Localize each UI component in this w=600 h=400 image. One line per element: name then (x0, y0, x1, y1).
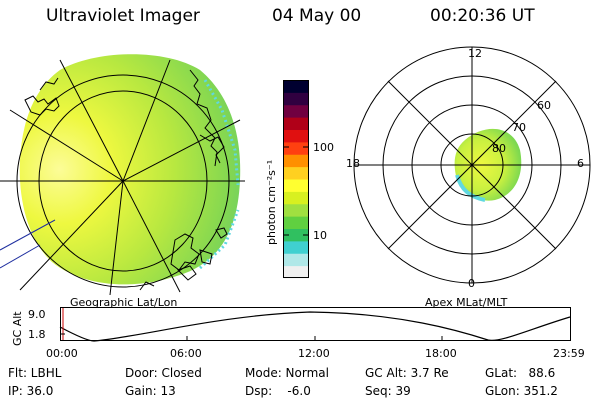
coastlines (24, 69, 228, 291)
colorbar-segment (283, 154, 309, 168)
instrument-title: Ultraviolet Imager (46, 6, 200, 26)
polar-grid (353, 46, 591, 284)
glat-info: GLat: 88.6 (485, 366, 556, 380)
ip-info: IP: 36.0 (8, 384, 54, 398)
colorbar-segment (283, 92, 309, 106)
time-label: 00:20:36 UT (430, 6, 535, 26)
apex-label: Apex MLat/MLT (425, 296, 508, 309)
time-tick-0600: 06:00 (170, 347, 202, 360)
time-tick-1800: 18:00 (425, 347, 457, 360)
mlt-label-6: 6 (577, 157, 584, 170)
colorbar-segment (283, 80, 309, 93)
colorbar-segment (283, 265, 309, 279)
lat-lon-grid (0, 59, 245, 295)
geographic-image (0, 54, 245, 295)
apex-polar-plot (353, 46, 591, 284)
mlat-label-70: 70 (512, 121, 526, 134)
colorbar-segment (283, 191, 309, 205)
date-label: 04 May 00 (272, 6, 362, 26)
glon-info: GLon: 351.2 (485, 384, 558, 398)
altitude-curve (59, 311, 571, 342)
colorbar-segment (283, 253, 309, 267)
geographic-label: Geographic Lat/Lon (70, 296, 178, 309)
colorbar-segment (283, 141, 309, 155)
gain-info: Gain: 13 (125, 384, 176, 398)
seq-info: Seq: 39 (365, 384, 411, 398)
gc-alt-info: GC Alt: 3.7 Re (365, 366, 449, 380)
mlt-label-18: 18 (346, 157, 360, 170)
gc-alt-axis-label: GC Alt (11, 311, 24, 346)
dsp-info: Dsp: -6.0 (245, 384, 311, 398)
earth-disk (19, 54, 241, 285)
mlt-label-12: 12 (468, 47, 482, 60)
colorbar-segment (283, 129, 309, 143)
colorbar-segment (283, 179, 309, 192)
mlat-label-80: 80 (492, 142, 506, 155)
colorbar-unit-label: photon cm⁻²s⁻¹ (265, 159, 278, 245)
mlat-label-60: 60 (537, 99, 551, 112)
alt-tick-1-8: 1.8 (28, 328, 46, 341)
colorbar-segment (283, 203, 309, 217)
alt-tick-9: 9.0 (28, 308, 46, 321)
colorbar-segment (283, 216, 309, 229)
colorbar (283, 80, 309, 279)
colorbar-tick-10: 10 (313, 229, 327, 242)
colorbar-segment (283, 240, 309, 254)
time-tick-2359: 23:59 (553, 347, 585, 360)
door-info: Door: Closed (125, 366, 202, 380)
altitude-track-plot (59, 307, 571, 342)
colorbar-segment (283, 166, 309, 180)
flt-info: Flt: LBHL (8, 366, 62, 380)
mlt-label-0: 0 (468, 277, 475, 290)
time-tick-1200: 12:00 (298, 347, 330, 360)
colorbar-segments (283, 80, 309, 279)
mode-info: Mode: Normal (245, 366, 329, 380)
colorbar-segment (283, 104, 309, 118)
time-tick-0000: 00:00 (46, 347, 78, 360)
colorbar-segment (283, 228, 309, 242)
colorbar-tick-100: 100 (313, 141, 334, 154)
colorbar-segment (283, 117, 309, 130)
